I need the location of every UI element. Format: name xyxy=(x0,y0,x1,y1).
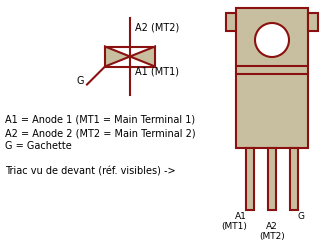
Text: A2 (MT2): A2 (MT2) xyxy=(135,23,179,33)
Text: G: G xyxy=(77,77,84,86)
Polygon shape xyxy=(130,47,155,66)
Text: A2: A2 xyxy=(266,222,278,231)
Bar xyxy=(308,13,318,31)
Text: A1 = Anode 1 (MT1 = Main Terminal 1): A1 = Anode 1 (MT1 = Main Terminal 1) xyxy=(5,115,195,125)
Bar xyxy=(226,13,236,31)
Bar xyxy=(290,148,298,210)
Text: (MT2): (MT2) xyxy=(259,232,285,240)
Bar xyxy=(246,148,254,210)
Circle shape xyxy=(255,23,289,57)
Polygon shape xyxy=(105,47,130,66)
Text: G: G xyxy=(298,212,305,221)
Text: Triac vu de devant (réf. visibles) ->: Triac vu de devant (réf. visibles) -> xyxy=(5,166,176,176)
Bar xyxy=(236,8,308,148)
Bar xyxy=(268,148,276,210)
Text: (MT1): (MT1) xyxy=(221,222,247,231)
Text: A1 (MT1): A1 (MT1) xyxy=(135,66,179,77)
Text: A1: A1 xyxy=(235,212,247,221)
Text: A2 = Anode 2 (MT2 = Main Terminal 2): A2 = Anode 2 (MT2 = Main Terminal 2) xyxy=(5,128,196,138)
Text: G = Gachette: G = Gachette xyxy=(5,141,72,151)
